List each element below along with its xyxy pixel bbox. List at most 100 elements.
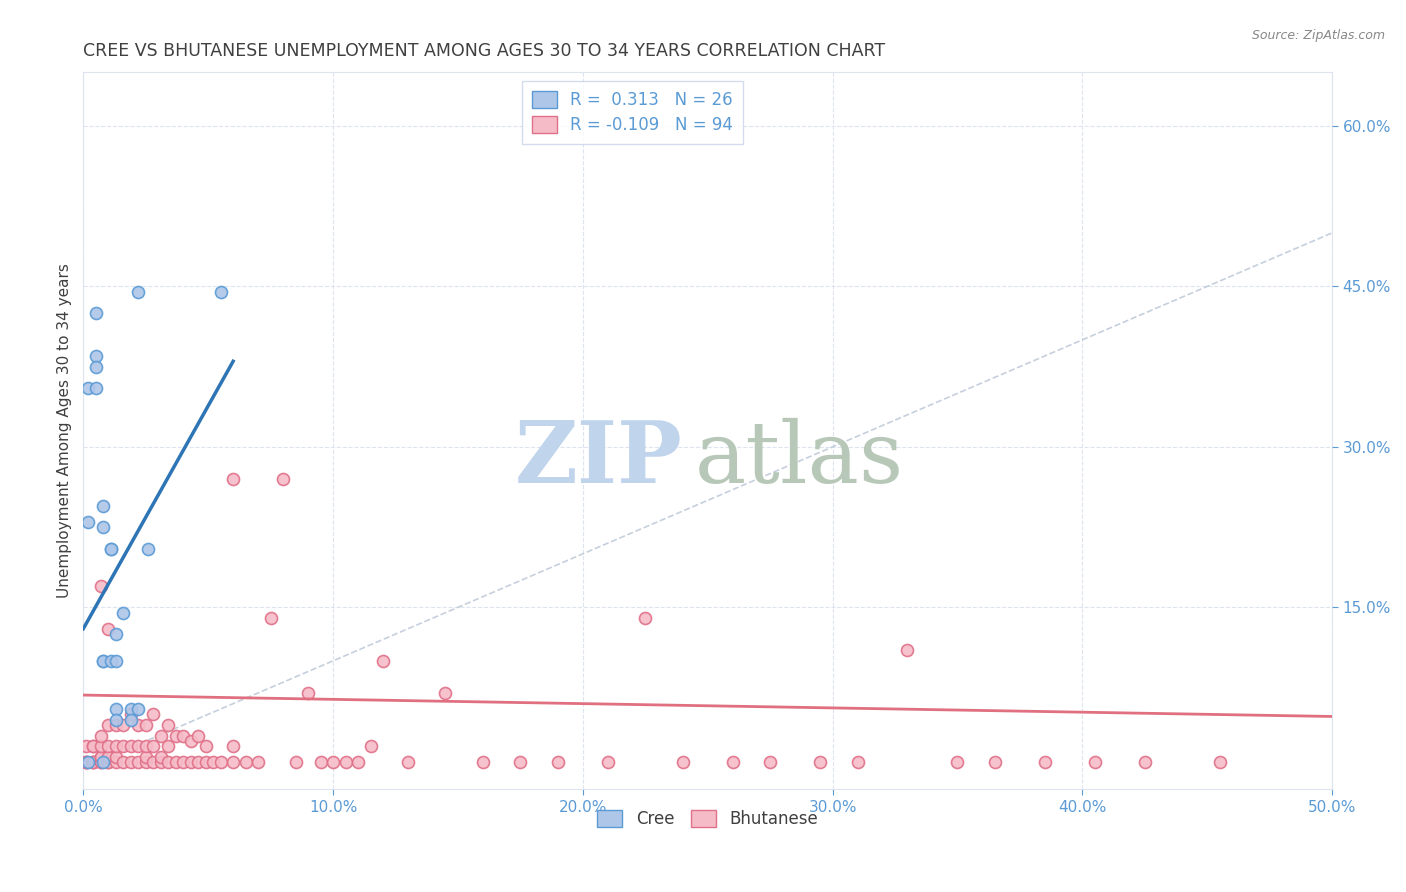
Point [721, 756, 744, 770]
Point [360, 739, 382, 754]
Point [77, 381, 100, 395]
Point [209, 756, 232, 770]
Point [194, 756, 217, 770]
Point [90, 756, 112, 770]
Point [127, 739, 149, 754]
Point [91, 520, 114, 534]
Point [946, 756, 969, 770]
Point [82, 739, 104, 754]
Point [104, 750, 127, 764]
Point [235, 756, 257, 770]
Point [84, 306, 107, 320]
Point [187, 729, 209, 743]
Text: ZIP: ZIP [515, 417, 683, 501]
Point [180, 756, 202, 770]
Point [90, 579, 112, 593]
Point [104, 718, 127, 732]
Point [82, 756, 104, 770]
Point [157, 718, 180, 732]
Point [471, 756, 494, 770]
Point [165, 756, 187, 770]
Point [180, 734, 202, 748]
Point [222, 756, 245, 770]
Point [104, 756, 127, 770]
Point [759, 756, 782, 770]
Point [120, 739, 142, 754]
Point [91, 499, 114, 513]
Point [97, 750, 120, 764]
Point [77, 756, 100, 770]
Point [984, 756, 1007, 770]
Point [142, 707, 165, 722]
Point [396, 756, 419, 770]
Point [77, 515, 100, 529]
Point [104, 627, 127, 641]
Point [104, 654, 127, 668]
Point [322, 756, 344, 770]
Point [127, 702, 149, 716]
Point [202, 756, 225, 770]
Point [100, 541, 122, 556]
Point [434, 686, 457, 700]
Point [1208, 756, 1230, 770]
Point [247, 756, 270, 770]
Point [120, 702, 142, 716]
Point [75, 739, 97, 754]
Point [371, 654, 394, 668]
Point [120, 707, 142, 722]
Point [187, 756, 209, 770]
Point [271, 472, 294, 486]
Point [112, 739, 135, 754]
Point [90, 729, 112, 743]
Point [335, 756, 357, 770]
Point [135, 739, 157, 754]
Point [91, 756, 114, 770]
Point [104, 739, 127, 754]
Point [172, 729, 194, 743]
Point [97, 756, 120, 770]
Point [347, 756, 370, 770]
Point [149, 756, 172, 770]
Point [82, 756, 104, 770]
Point [1133, 756, 1156, 770]
Point [157, 739, 180, 754]
Point [135, 756, 157, 770]
Point [149, 750, 172, 764]
Point [259, 611, 281, 625]
Point [91, 654, 114, 668]
Point [97, 622, 120, 636]
Point [136, 541, 159, 556]
Point [75, 756, 97, 770]
Point [75, 756, 97, 770]
Point [284, 756, 307, 770]
Point [222, 739, 245, 754]
Text: Source: ZipAtlas.com: Source: ZipAtlas.com [1251, 29, 1385, 42]
Point [547, 756, 569, 770]
Point [297, 686, 319, 700]
Point [84, 381, 107, 395]
Point [97, 718, 120, 732]
Point [1033, 756, 1056, 770]
Point [1084, 756, 1107, 770]
Point [120, 756, 142, 770]
Point [91, 654, 114, 668]
Point [112, 718, 135, 732]
Point [82, 756, 104, 770]
Point [84, 359, 107, 374]
Point [672, 756, 695, 770]
Point [194, 739, 217, 754]
Point [165, 729, 187, 743]
Point [120, 713, 142, 727]
Point [127, 718, 149, 732]
Point [509, 756, 531, 770]
Point [100, 541, 122, 556]
Point [135, 718, 157, 732]
Point [104, 713, 127, 727]
Point [90, 739, 112, 754]
Point [82, 739, 104, 754]
Point [808, 756, 831, 770]
Point [112, 756, 135, 770]
Point [90, 750, 112, 764]
Point [142, 756, 165, 770]
Point [75, 756, 97, 770]
